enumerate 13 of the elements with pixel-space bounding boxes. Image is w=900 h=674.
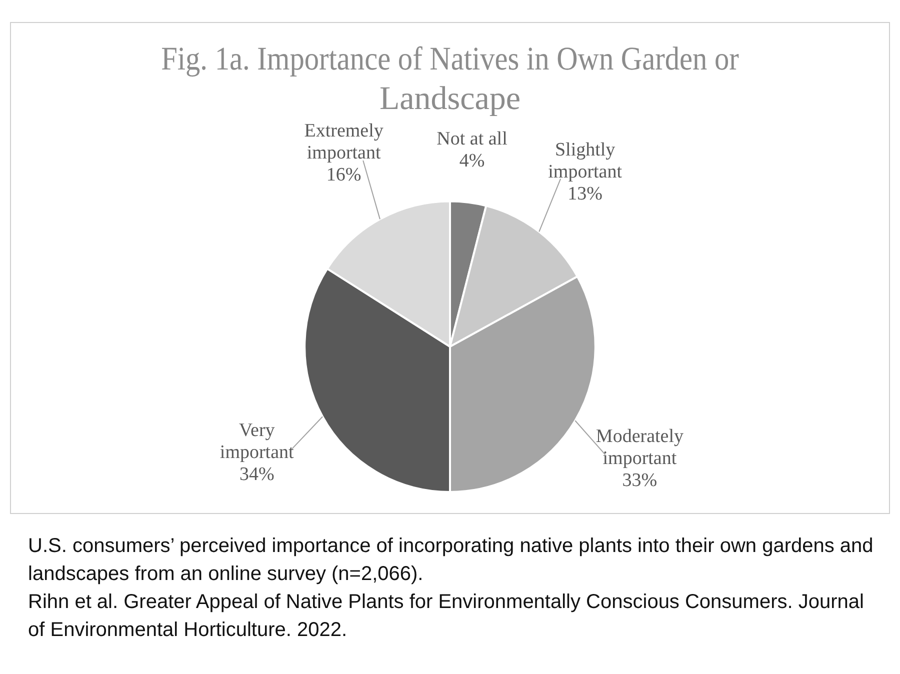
- data-label: 16%: [326, 164, 362, 186]
- text: U.S. consumers’ perceived importance of incorporating native plants into their own gardens and landscapes from an online survey (n=2,066).: [28, 534, 874, 587]
- slice-label: Slightly important: [548, 139, 623, 182]
- slice-label: Very important: [220, 420, 295, 463]
- slice-label: Extremely important: [304, 120, 384, 164]
- text: Rihn et al. Greater Appeal of Native Plants for Environmentally Conscious Consumers. Journal of Environmental Horticulture. 2022.: [28, 590, 865, 643]
- chart-title: Fig. 1a. Importance of Natives in Own Garden or Landscape: [161, 40, 740, 118]
- slice-label: Moderately important: [596, 426, 684, 469]
- data-label: 13%: [568, 183, 603, 204]
- data-label: 34%: [239, 464, 274, 485]
- data-label: 4%: [459, 150, 485, 172]
- data-label: 33%: [622, 470, 658, 491]
- slice-label: Not at all: [436, 128, 508, 150]
